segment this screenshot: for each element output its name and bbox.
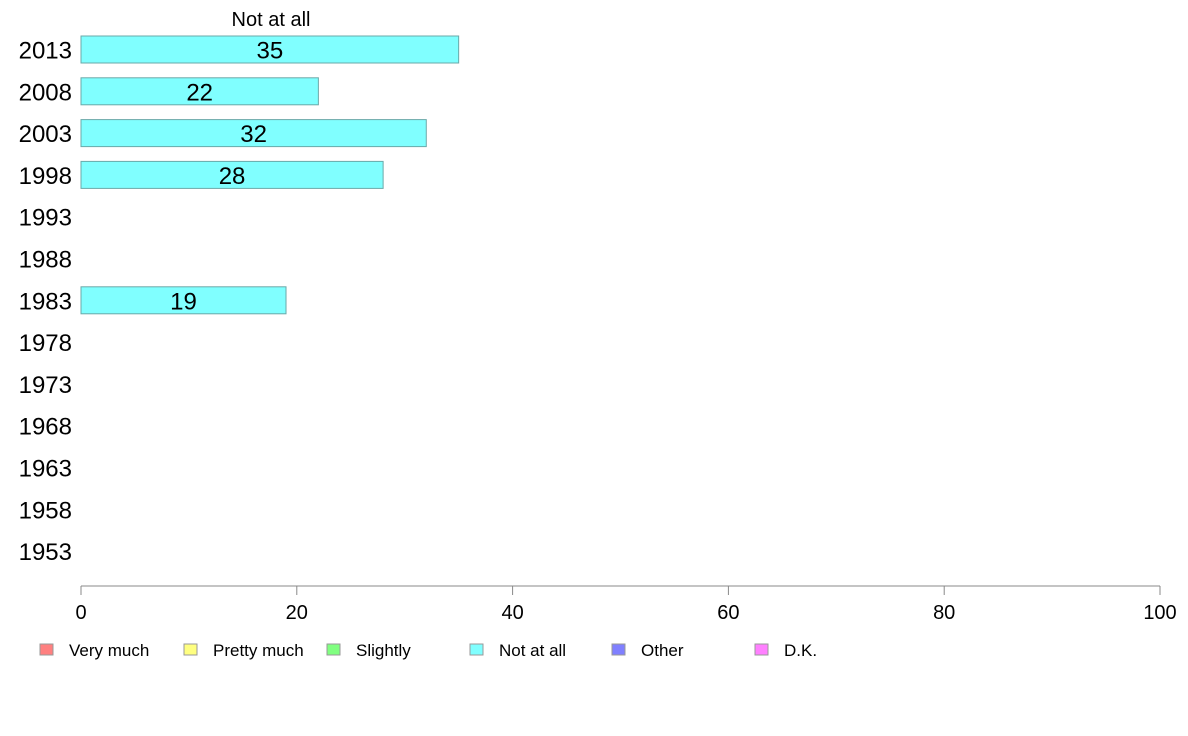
category-label: 1983 (19, 288, 72, 315)
bar (80, 35, 460, 64)
bar (80, 119, 427, 148)
legend-swatch (754, 643, 769, 656)
x-tick-label: 60 (717, 602, 739, 624)
legend-swatch (183, 643, 198, 656)
data-label: 28 (219, 163, 246, 190)
category-label: 2008 (19, 79, 72, 106)
legend-label: Other (641, 641, 684, 660)
category-label: 1968 (19, 414, 72, 441)
category-label: 1963 (19, 456, 72, 483)
legend: Very much Pretty much Slightly Not at all Ot… (39, 641, 817, 660)
category-label: 2003 (19, 121, 72, 148)
data-label: 22 (186, 79, 213, 106)
x-tick-label: 0 (75, 602, 86, 624)
legend-swatch (469, 643, 484, 656)
bars-group: 35 22 32 28 19 (80, 35, 460, 315)
x-tick-label: 20 (286, 602, 308, 624)
legend-label: Not at all (499, 641, 566, 660)
legend-swatch (39, 643, 54, 656)
data-label: 32 (240, 121, 267, 148)
legend-swatch (326, 643, 341, 656)
bar (80, 160, 384, 189)
data-label: 35 (256, 38, 283, 65)
legend-label: Very much (69, 641, 149, 660)
x-axis: 0 20 40 60 80 100 (75, 585, 1177, 624)
category-label: 1973 (19, 372, 72, 399)
category-label: 1953 (19, 539, 72, 566)
data-label: 19 (170, 288, 197, 315)
x-tick-label: 100 (1143, 602, 1176, 624)
bar (80, 77, 319, 106)
category-label: 1993 (19, 205, 72, 232)
panel-title: Not at all (232, 9, 311, 31)
category-label: 1988 (19, 247, 72, 274)
category-label: 1998 (19, 163, 72, 190)
legend-swatch (611, 643, 626, 656)
x-tick-label: 80 (933, 602, 955, 624)
legend-label: Slightly (356, 641, 411, 660)
legend-label: D.K. (784, 641, 817, 660)
category-labels: 2013 2008 2003 1998 1993 1988 1983 1978 1973 1968… (19, 38, 72, 567)
legend-label: Pretty much (213, 641, 304, 660)
category-label: 1978 (19, 330, 72, 357)
category-label: 1958 (19, 497, 72, 524)
bar (80, 286, 287, 315)
category-label: 2013 (19, 38, 72, 65)
x-tick-label: 40 (501, 602, 523, 624)
